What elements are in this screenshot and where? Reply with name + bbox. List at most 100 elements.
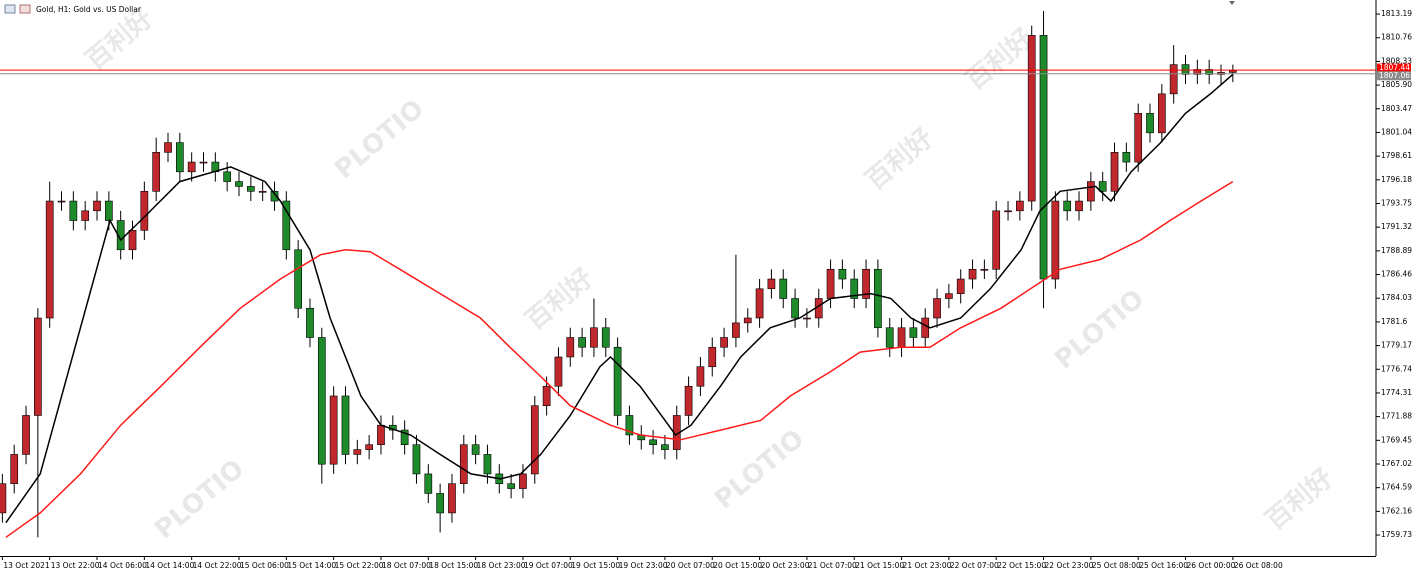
candle-body bbox=[1134, 113, 1143, 163]
candle-body bbox=[436, 493, 444, 514]
y-tick-label: 1810.76 bbox=[1381, 33, 1412, 42]
candle-body bbox=[317, 337, 326, 465]
x-tick-label: 21 Oct 07:00 bbox=[808, 561, 857, 570]
candle-body bbox=[921, 317, 930, 338]
ma-line bbox=[5, 73, 1234, 524]
y-tick-label: 1769.45 bbox=[1381, 435, 1412, 444]
x-tick-label: 19 Oct 15:00 bbox=[571, 561, 620, 570]
candle-body bbox=[81, 210, 90, 221]
shift-marker bbox=[1229, 1, 1235, 5]
candle-body bbox=[850, 278, 859, 299]
candle-body bbox=[140, 191, 149, 231]
candle-body bbox=[767, 278, 776, 290]
candle-body bbox=[909, 327, 918, 338]
candle-body bbox=[743, 317, 752, 324]
price-badge bbox=[1377, 63, 1411, 73]
candle-body bbox=[1004, 210, 1012, 213]
candle-body bbox=[105, 200, 113, 221]
candle-body bbox=[34, 317, 42, 416]
candle-body bbox=[246, 186, 255, 192]
x-tick-label: 22 Oct 23:00 bbox=[1045, 561, 1094, 570]
candle-body bbox=[1075, 200, 1083, 212]
candle-body bbox=[507, 483, 515, 489]
candle-body bbox=[838, 268, 847, 280]
x-tick-label: 19 Oct 23:00 bbox=[619, 561, 668, 570]
candle-body bbox=[424, 473, 433, 494]
x-tick-label: 22 Oct 07:00 bbox=[950, 561, 999, 570]
candle-body bbox=[956, 278, 965, 294]
candle-body bbox=[826, 268, 835, 299]
candle-body bbox=[282, 200, 291, 251]
candle-body bbox=[1205, 69, 1214, 75]
candle-body bbox=[897, 327, 906, 348]
candle-body bbox=[708, 346, 717, 368]
candle-body bbox=[294, 249, 303, 309]
x-tick-label: 25 Oct 08:00 bbox=[1092, 561, 1141, 570]
x-tick-label: 21 Oct 23:00 bbox=[903, 561, 952, 570]
y-tick-label: 1786.46 bbox=[1381, 270, 1412, 279]
candle-body bbox=[412, 444, 421, 475]
candle-body bbox=[732, 322, 740, 338]
candle-body bbox=[45, 200, 54, 319]
candle-body bbox=[1158, 93, 1166, 134]
y-tick-label: 1788.89 bbox=[1381, 246, 1412, 255]
x-tick-label: 15 Oct 22:00 bbox=[335, 561, 384, 570]
y-tick-label: 1798.61 bbox=[1381, 151, 1412, 160]
x-tick-label: 25 Oct 16:00 bbox=[1139, 561, 1188, 570]
candle-body bbox=[945, 293, 953, 299]
candle-body bbox=[885, 327, 894, 348]
y-tick-label: 1771.88 bbox=[1381, 412, 1412, 421]
candle-body bbox=[1063, 200, 1072, 212]
candle-body bbox=[720, 337, 728, 348]
y-tick-label: 1805.90 bbox=[1381, 80, 1412, 89]
candle-body bbox=[1039, 35, 1048, 280]
candle-body bbox=[578, 337, 586, 348]
candle-body bbox=[684, 385, 693, 416]
candle-body bbox=[116, 220, 125, 251]
candle-body bbox=[649, 439, 657, 446]
candle-body bbox=[57, 200, 66, 203]
candle-body bbox=[1181, 64, 1190, 75]
price-badge bbox=[1377, 71, 1411, 81]
x-tick-label: 18 Oct 23:00 bbox=[477, 561, 526, 570]
candle-body bbox=[459, 444, 468, 484]
y-tick-label: 1796.18 bbox=[1381, 175, 1412, 184]
x-tick-label: 22 Oct 15:00 bbox=[997, 561, 1046, 570]
y-tick-label: 1803.47 bbox=[1381, 104, 1412, 113]
candle-body bbox=[187, 161, 196, 173]
price-label: 1807.44 bbox=[1379, 63, 1410, 72]
candle-body bbox=[341, 395, 350, 455]
candle-body bbox=[365, 444, 373, 450]
candle-body bbox=[471, 444, 480, 455]
candle-body bbox=[779, 278, 788, 299]
candle-body bbox=[554, 356, 563, 387]
candle-body bbox=[483, 454, 492, 475]
candle-body bbox=[613, 346, 622, 416]
y-tick-label: 1791.32 bbox=[1381, 222, 1412, 231]
candle-body bbox=[377, 424, 385, 446]
candle-body bbox=[128, 229, 137, 251]
candle-body bbox=[235, 181, 243, 187]
candle-body bbox=[1193, 69, 1202, 75]
x-tick-label: 15 Oct 14:00 bbox=[287, 561, 336, 570]
x-tick-label: 26 Oct 00:00 bbox=[1187, 561, 1236, 570]
y-tick-label: 1801.04 bbox=[1381, 127, 1412, 136]
candle-body bbox=[199, 161, 208, 164]
candle-body bbox=[696, 366, 705, 387]
candle-body bbox=[223, 171, 232, 182]
candle-body bbox=[980, 268, 989, 271]
candle-body bbox=[270, 191, 279, 202]
candle-body bbox=[1098, 181, 1107, 192]
candle-body bbox=[69, 200, 78, 221]
candle-body bbox=[566, 337, 575, 358]
x-tick-label: 26 Oct 08:00 bbox=[1234, 561, 1283, 570]
candle-body bbox=[1027, 35, 1036, 202]
candle-body bbox=[1087, 181, 1095, 202]
candle-body bbox=[542, 385, 551, 407]
x-tick-label: 13 Oct 22:00 bbox=[51, 561, 100, 570]
chart-title: Gold, H1: Gold vs. US Dollar bbox=[36, 5, 142, 14]
chart-icon bbox=[4, 4, 16, 14]
